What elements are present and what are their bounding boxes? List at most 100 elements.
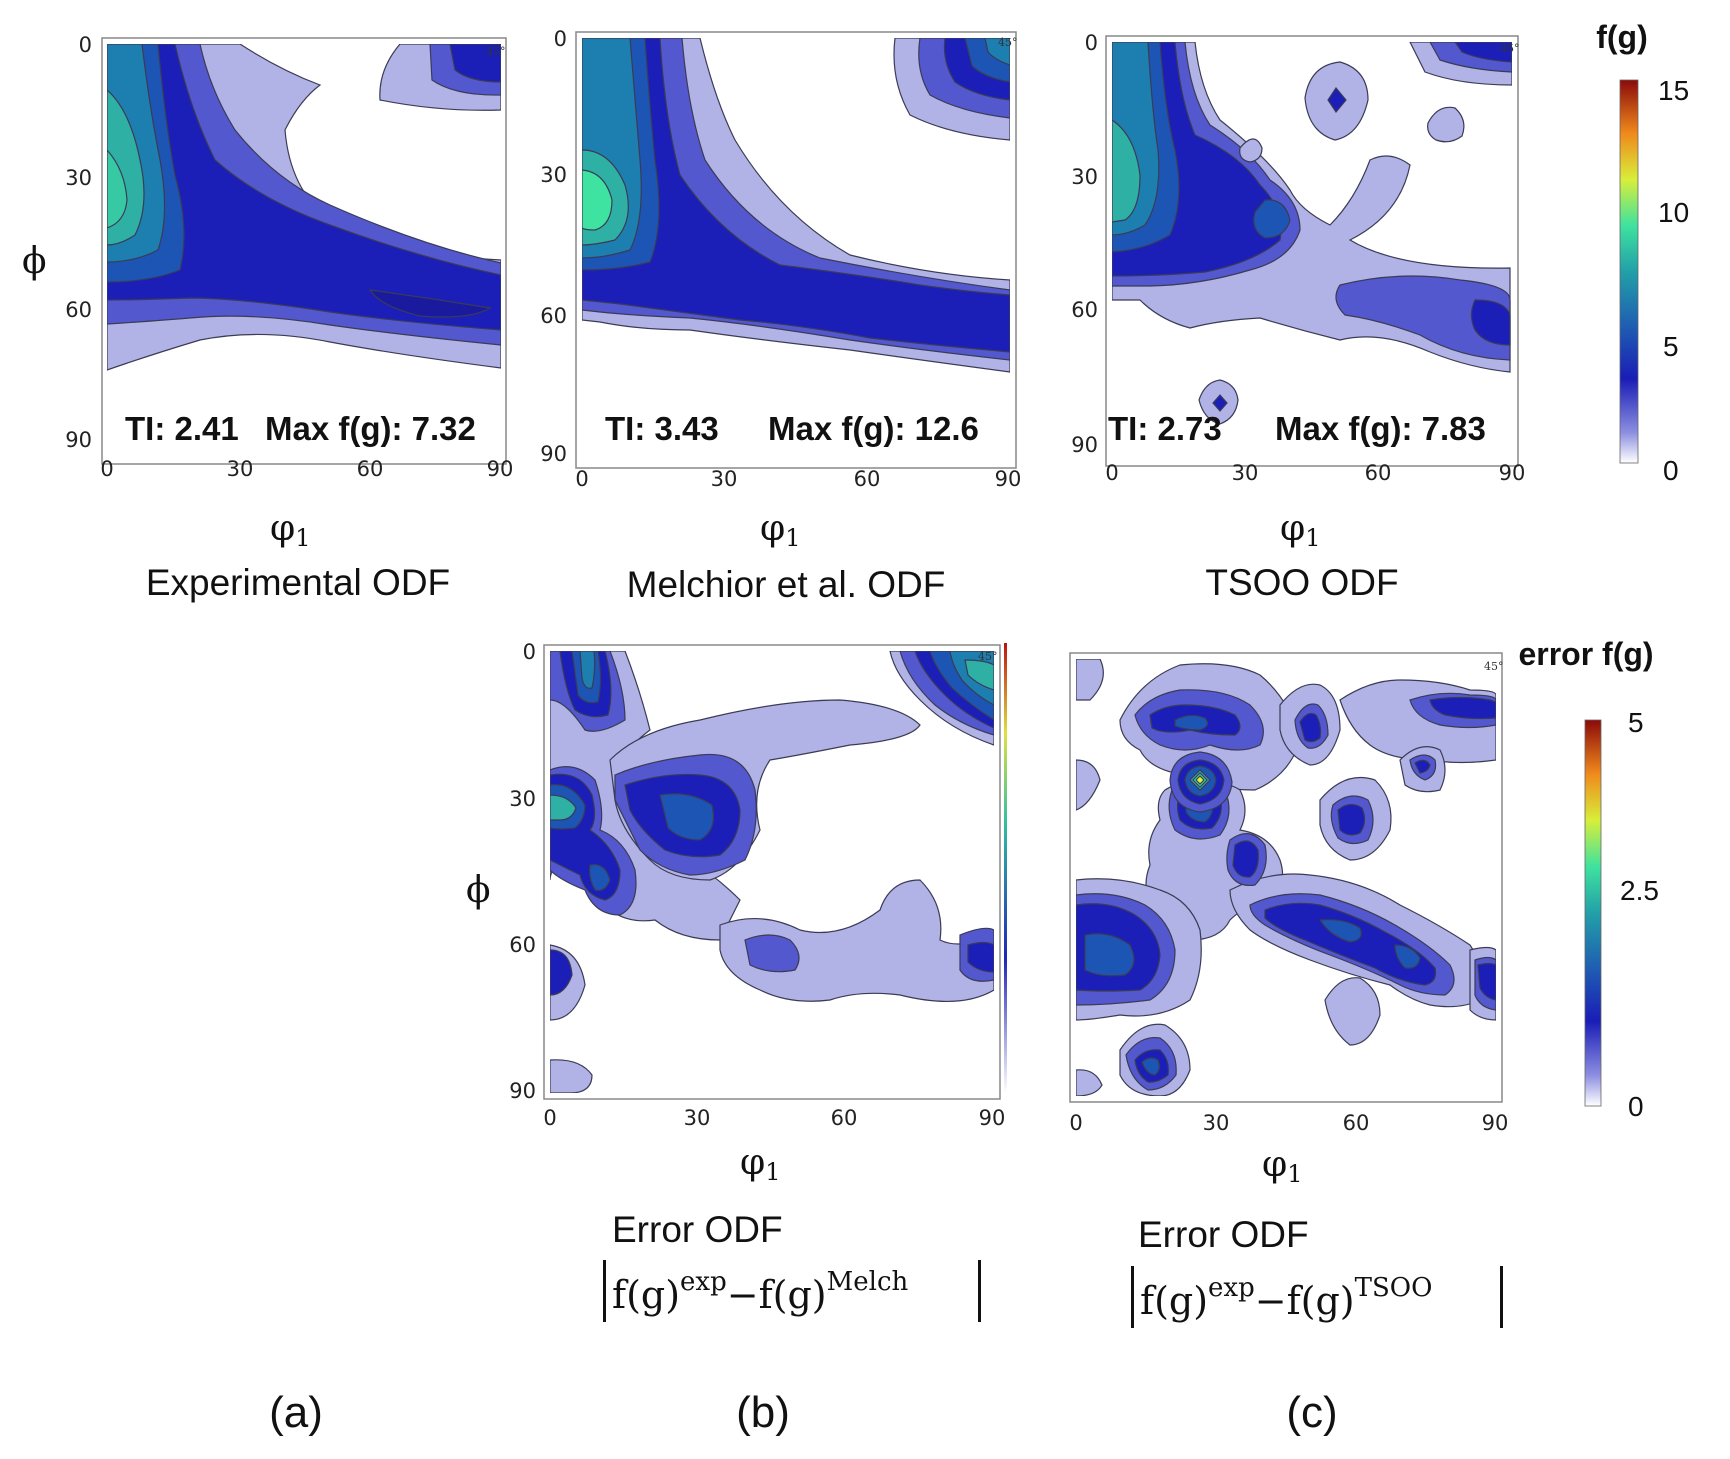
contour-level-6 xyxy=(1112,119,1141,223)
contour-level-6 xyxy=(964,659,994,691)
error-formula: f(g)exp−f(g)Melch xyxy=(603,1260,981,1322)
y-tick-0: 0 xyxy=(523,640,536,664)
x-tick-0: 0 xyxy=(1069,1111,1082,1135)
y-tick-0: 0 xyxy=(554,27,567,51)
x-tick-60: 60 xyxy=(357,457,384,481)
panel-label-a: (a) xyxy=(269,1388,323,1437)
formula-rhs: f(g) xyxy=(759,1273,827,1317)
x-axis-subscript: 1 xyxy=(785,524,800,552)
x-axis-symbol: φ xyxy=(760,508,785,549)
formula-lhs: f(g) xyxy=(1140,1279,1208,1323)
panel-title: Error ODF xyxy=(1138,1214,1309,1255)
contour-level-3d xyxy=(1414,759,1431,774)
contour-level-1n xyxy=(1076,1069,1103,1096)
y-tick-30: 30 xyxy=(1071,165,1098,189)
max-fg-value: Max f(g): 7.83 xyxy=(1275,410,1486,447)
colorbar-tick: 5 xyxy=(1663,331,1679,362)
contour-level-3i xyxy=(1264,902,1437,986)
contour-level-1e xyxy=(550,1059,593,1093)
panel-title: TSOO ODF xyxy=(1205,562,1398,603)
colorbar-gradient xyxy=(1584,719,1602,1107)
y-axis-label: ϕ xyxy=(466,870,491,911)
ti-value: TI: 2.41 xyxy=(125,410,239,447)
x-tick-90: 90 xyxy=(979,1106,1006,1130)
contour-corner-3 xyxy=(449,44,501,83)
panel-label-b: (b) xyxy=(736,1388,790,1437)
y-tick-60: 60 xyxy=(1071,298,1098,322)
contour-level-3b xyxy=(1299,712,1322,743)
y-tick-30: 30 xyxy=(509,787,536,811)
formula-lhs-sup: exp xyxy=(1208,1273,1255,1303)
ti-value: TI: 3.43 xyxy=(605,410,719,447)
contour-level-5b xyxy=(550,794,577,821)
x-tick-30: 30 xyxy=(684,1106,711,1130)
max-fg-value: Max f(g): 12.6 xyxy=(768,410,979,447)
abs-bar-left xyxy=(1131,1266,1134,1328)
x-tick-90: 90 xyxy=(995,467,1022,491)
formula-rhs-sup: TSOO xyxy=(1355,1273,1433,1303)
x-tick-0: 0 xyxy=(100,457,113,481)
y-tick-90: 90 xyxy=(65,428,92,452)
contour-level-3g xyxy=(1337,803,1366,836)
contour-bump-1 xyxy=(1239,138,1263,163)
y-tick-30: 30 xyxy=(540,163,567,187)
corner-tag: 45° xyxy=(1500,42,1520,55)
contour-level-3b xyxy=(1470,299,1511,346)
colorbar-tick: 0 xyxy=(1628,1091,1644,1122)
contour-level-3d xyxy=(550,949,573,996)
x-tick-60: 60 xyxy=(854,467,881,491)
colorbar-fg: f(g) 15 10 5 0 xyxy=(1596,19,1689,486)
x-tick-60: 60 xyxy=(1365,461,1392,485)
contour-field xyxy=(582,38,1010,373)
x-axis-symbol: φ xyxy=(1262,1144,1287,1185)
contour-level-1l xyxy=(1324,977,1381,1046)
corner-tag: 45° xyxy=(486,45,506,58)
contour-level-4c xyxy=(1084,933,1135,977)
x-axis-symbol: φ xyxy=(270,508,295,549)
odf-experimental: 45° TI: 2.41 Max f(g): 7.32 0 30 60 90 0… xyxy=(22,33,513,603)
colorbar-tick: 2.5 xyxy=(1620,875,1659,906)
error-formula: f(g)exp−f(g)TSOO xyxy=(1131,1266,1503,1328)
max-fg-value: Max f(g): 7.32 xyxy=(265,410,476,447)
x-tick-30: 30 xyxy=(1203,1111,1230,1135)
error-odf-tsoo: 45° 0 30 60 90 φ1 Error ODF f(g)exp−f(g)… xyxy=(1069,652,1508,1328)
corner-tag: 45° xyxy=(998,36,1018,49)
formula-minus: − xyxy=(727,1273,759,1317)
x-axis-subscript: 1 xyxy=(295,524,310,552)
y-tick-60: 60 xyxy=(540,304,567,328)
x-tick-0: 0 xyxy=(543,1106,556,1130)
contour-level-4e xyxy=(1394,944,1421,969)
x-axis-symbol: φ xyxy=(1280,508,1305,549)
contour-field xyxy=(1076,659,1496,1096)
formula-lhs-sup: exp xyxy=(680,1267,727,1297)
contour-level-3j xyxy=(1477,962,1496,1001)
contour-level-2b xyxy=(1335,275,1511,361)
colorbar-gradient xyxy=(1619,79,1639,464)
formula-lhs: f(g) xyxy=(612,1273,680,1317)
abs-bar-right xyxy=(978,1260,981,1322)
colorbar-title: f(g) xyxy=(1596,19,1648,55)
x-axis-label: φ1 xyxy=(740,1142,781,1186)
formula-text: f(g)exp−f(g)Melch xyxy=(612,1267,909,1317)
x-axis-subscript: 1 xyxy=(1287,1160,1302,1188)
x-tick-30: 30 xyxy=(711,467,738,491)
y-axis-label: ϕ xyxy=(22,241,47,282)
colorbar-title: error f(g) xyxy=(1518,636,1653,672)
colorbar-tick: 10 xyxy=(1658,197,1689,228)
contour-level-3 xyxy=(107,44,501,331)
x-axis-label: φ1 xyxy=(760,508,801,552)
y-tick-90: 90 xyxy=(1071,433,1098,457)
formula-minus: − xyxy=(1255,1279,1287,1323)
contour-level-1c xyxy=(1076,759,1101,811)
contour-island-3-core xyxy=(1212,394,1228,412)
panel-label-c: (c) xyxy=(1286,1388,1337,1437)
contour-level-4 xyxy=(1174,714,1209,731)
contour-level-5 xyxy=(579,651,596,689)
odf-melchior: 45° TI: 3.43 Max f(g): 12.6 0 30 60 90 0… xyxy=(540,27,1021,605)
contour-level-4b xyxy=(1253,199,1291,239)
y-tick-90: 90 xyxy=(540,442,567,466)
formula-rhs-sup: Melch xyxy=(827,1267,909,1297)
contour-field xyxy=(550,651,994,1093)
x-axis-label: φ1 xyxy=(270,508,311,552)
contour-level-4c xyxy=(659,793,715,841)
